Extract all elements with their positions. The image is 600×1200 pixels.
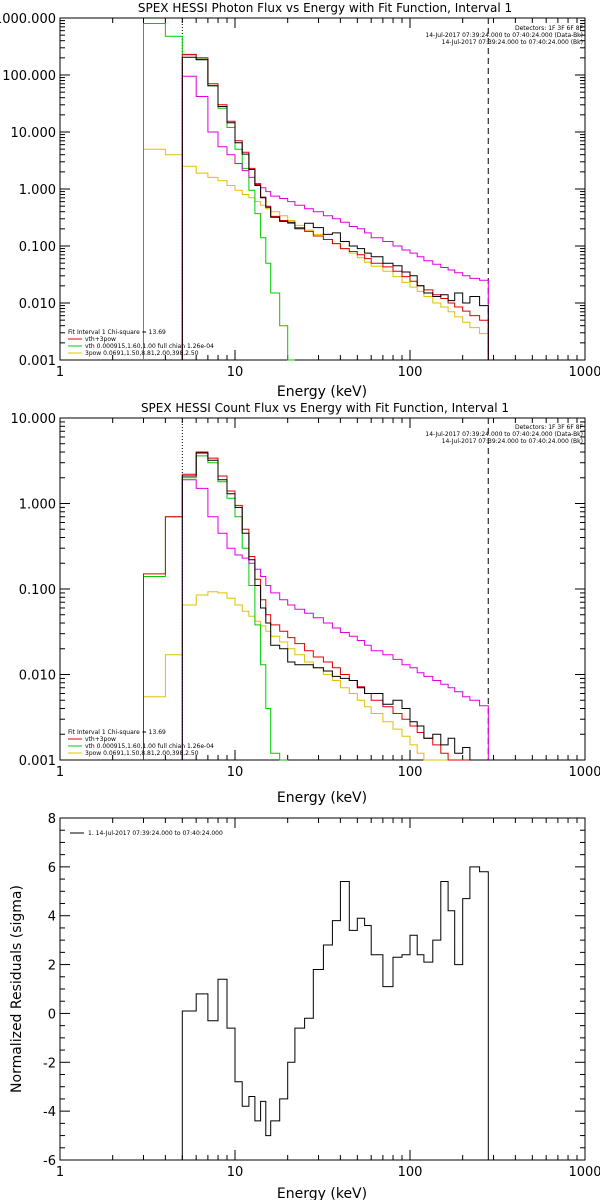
panel3-ylabel: Normalized Residuals (sigma) <box>9 885 25 1093</box>
panel2-series-total <box>143 451 489 761</box>
panel1-ytick-label: 10.000 <box>11 126 57 141</box>
panel1-ticks: 1 10 100 1000 0.001 0.010 0.100 1.000 10.000 100.… <box>0 12 600 380</box>
panel3-series-data <box>181 866 489 1160</box>
panel1-series-3pow <box>143 148 489 360</box>
panel3-xtick-label: 1000 <box>568 1165 600 1180</box>
panel1-detectors: Detectors: 1F 3F 6F 8F <box>515 25 584 32</box>
panel3-ytick-label: 8 <box>48 812 56 827</box>
panel1-series <box>143 23 489 361</box>
panel3-ytick-label: 4 <box>48 910 56 925</box>
panel2-xtick-label: 10 <box>227 765 244 780</box>
panel1-xtick-label: 1000 <box>568 365 600 380</box>
panel2-ytick-label: 1.000 <box>19 498 56 513</box>
panel1-xtick-label: 100 <box>398 365 423 380</box>
panel3-xtick-label: 1 <box>56 1165 64 1180</box>
panel1-legend-total: vth+3pow <box>85 336 116 343</box>
panel2-info: Detectors: 1F 3F 6F 8F 14-Jul-2017 07:39… <box>425 424 583 445</box>
panel1-legend-vth: vth 0.000915,1.60,1.00 full chian 1.26e-… <box>85 343 214 350</box>
panel2-xlabel: Energy (keV) <box>277 790 367 806</box>
panel3-legend: 1. 14-Jul-2017 07:39:24.000 to 07:40:24.… <box>70 830 223 837</box>
panel3-ytick-label: -2 <box>43 1056 56 1071</box>
panel1-legend-fit: Fit Interval 1 Chi-square = 13.69 <box>68 329 166 336</box>
panel1-series-data <box>181 56 489 360</box>
panel2-detectors: Detectors: 1F 3F 6F 8F <box>515 424 584 431</box>
panel2-title: SPEX HESSI Count Flux vs Energy with Fit… <box>141 401 509 415</box>
panel2-xtick-label: 1 <box>56 765 64 780</box>
panel3-series <box>181 866 489 1160</box>
panel1-ytick-label: 0.100 <box>19 240 56 255</box>
panel2-ytick-label: 0.100 <box>19 583 56 598</box>
panel2-ytick-label: 10.000 <box>11 412 57 427</box>
panel3-ytick-label: 6 <box>48 861 56 876</box>
panel2-legend-3pow: 3pow 0.0691,1.50,8.81,2.00,398,2.50 <box>85 750 199 757</box>
panel2-series-3pow <box>143 591 463 761</box>
panel3-ytick-label: -6 <box>43 1154 56 1169</box>
panel1-series-vth <box>143 23 295 361</box>
panel2-ytick-label: 0.010 <box>19 669 56 684</box>
panel1-ytick-label: 100.000 <box>2 69 56 84</box>
panel2-xtick-label: 100 <box>398 765 423 780</box>
panel2-series <box>143 451 489 761</box>
panel3-axes-frame <box>59 817 586 1161</box>
panel2-legend-vth: vth 0.000915,1.60,1.00 full chian 1.26e-… <box>85 743 214 750</box>
panel1-ytick-label: 0.001 <box>19 354 56 369</box>
panel1-legend: Fit Interval 1 Chi-square = 13.69 vth+3p… <box>68 329 214 357</box>
panel2-legend-total: vth+3pow <box>85 736 116 743</box>
panel2-bk-interval: 14-Jul-2017 07:39:24.000 to 07:40:24.000… <box>442 438 583 445</box>
photon-flux-panel: SPEX HESSI Photon Flux vs Energy with Fi… <box>0 1 600 400</box>
panel1-bk-interval: 14-Jul-2017 07:39:24.000 to 07:40:24.000… <box>442 39 583 46</box>
panel2-series-data <box>181 452 489 761</box>
panel1-info: Detectors: 1F 3F 6F 8F 14-Jul-2017 07:39… <box>425 25 583 46</box>
panel1-ytick-label: 1.000 <box>19 183 56 198</box>
panel2-xtick-label: 1000 <box>568 765 600 780</box>
panel2-axes-frame <box>59 417 586 761</box>
panel1-ytick-label: 0.010 <box>19 297 56 312</box>
panel1-data-interval: 14-Jul-2017 07:39:24.000 to 07:40:24.000… <box>425 32 583 39</box>
panel2-ytick-label: 0.001 <box>19 754 56 769</box>
panel3-xlabel: Energy (keV) <box>277 1186 367 1200</box>
panel2-ticks: 1 10 100 1000 0.001 0.010 0.100 1.000 10.000 <box>11 412 600 780</box>
panel1-ytick-label: 1000.000 <box>0 12 56 27</box>
residuals-panel: 1 10 100 1000 -6 -4 -2 0 2 4 6 8 1. 14-Jul-2017 07:… <box>9 812 600 1200</box>
panel3-ytick-label: -4 <box>43 1105 56 1120</box>
panel3-legend-label: 1. 14-Jul-2017 07:39:24.000 to 07:40:24.… <box>88 830 223 837</box>
panel1-xtick-label: 10 <box>227 365 244 380</box>
panel2-data-interval: 14-Jul-2017 07:39:24.000 to 07:40:24.000… <box>425 431 583 438</box>
panel2-series-background <box>181 479 489 760</box>
panel3-ticks: 1 10 100 1000 -6 -4 -2 0 2 4 6 8 <box>43 812 600 1180</box>
panel1-title: SPEX HESSI Photon Flux vs Energy with Fi… <box>138 1 512 15</box>
panel3-ytick-label: 0 <box>48 1007 56 1022</box>
panel1-xlabel: Energy (keV) <box>277 384 367 400</box>
panel1-series-background <box>181 75 489 360</box>
panel3-xtick-label: 10 <box>227 1165 244 1180</box>
panel2-legend-fit: Fit Interval 1 Chi-square = 13.69 <box>68 729 166 736</box>
panel3-ytick-label: 2 <box>48 959 56 974</box>
panel1-series-total <box>181 53 489 360</box>
panel1-legend-3pow: 3pow 0.0691,1.50,8.81,2.00,398,2.50 <box>85 350 199 357</box>
panel2-legend: Fit Interval 1 Chi-square = 13.69 vth+3p… <box>68 729 214 757</box>
panel3-xtick-label: 100 <box>398 1165 423 1180</box>
panel1-xtick-label: 1 <box>56 365 64 380</box>
panel1-axes-frame <box>59 17 586 361</box>
count-flux-panel: SPEX HESSI Count Flux vs Energy with Fit… <box>11 401 600 806</box>
